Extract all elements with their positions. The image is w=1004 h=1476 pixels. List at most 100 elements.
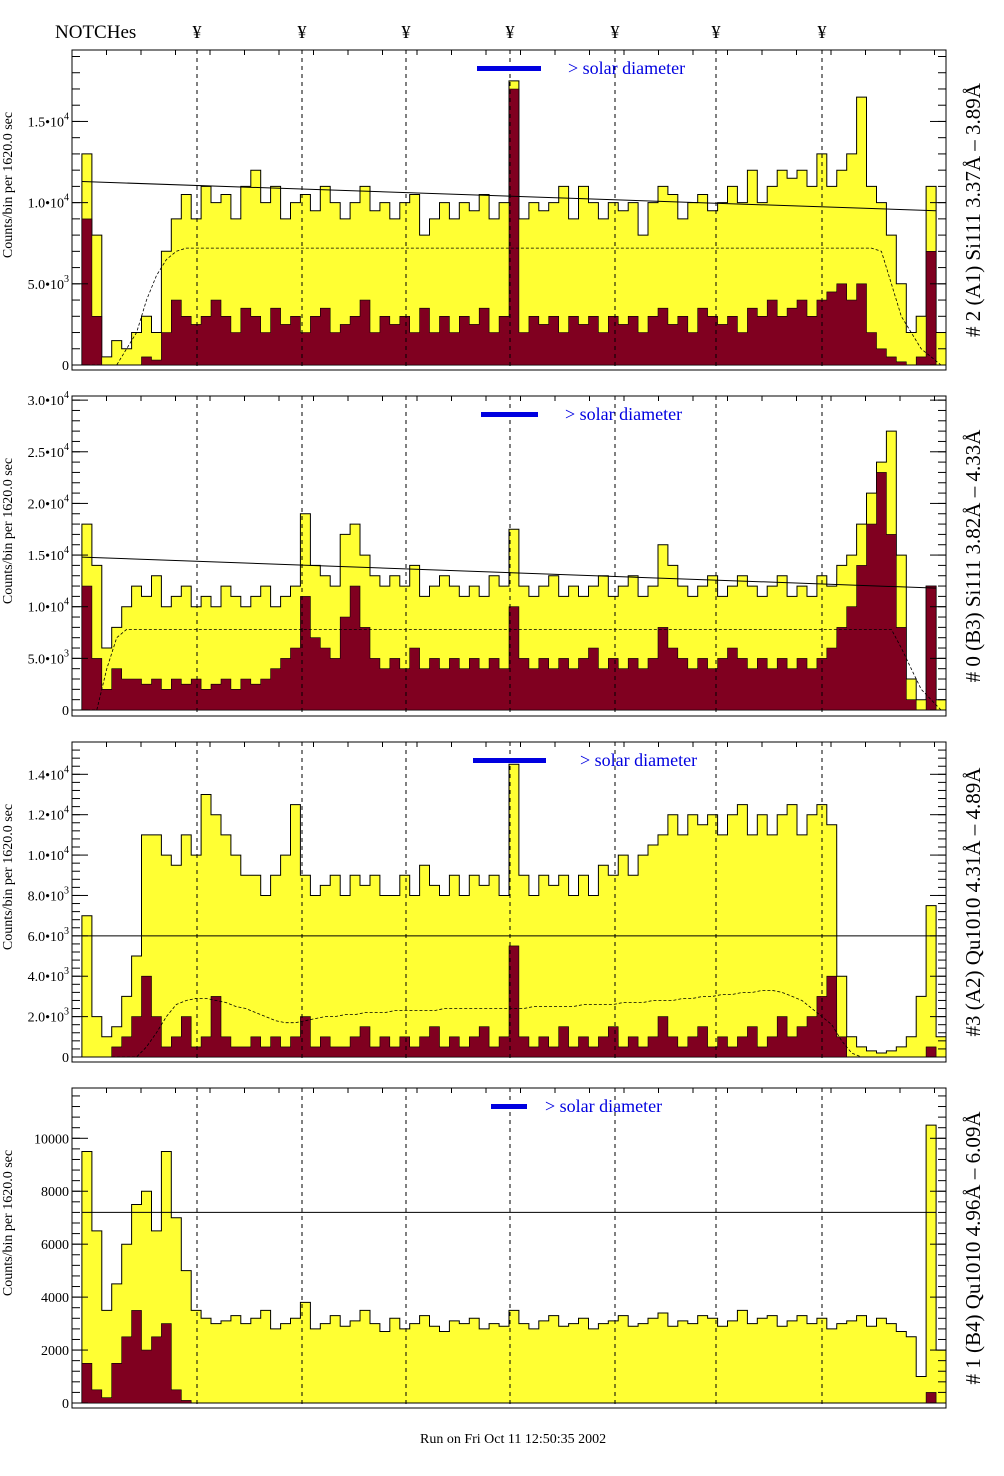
notches-label: NOTCHes [55, 22, 136, 43]
y-tick-exponent: 4 [64, 805, 69, 816]
y-tick-mantissa: 1.2•10 [28, 809, 64, 824]
y-tick-label: 1.0•104 [28, 845, 69, 864]
solar-diameter-bar [491, 1104, 527, 1109]
total-counts-histogram [72, 1124, 947, 1404]
y-tick-label: 2000 [41, 1344, 69, 1359]
y-tick-exponent: 4 [64, 193, 69, 204]
panel-title: # 2 (A1) Si111 3.37Å – 3.89Å [961, 82, 985, 337]
y-tick-mantissa: 1.4•10 [28, 768, 64, 783]
component-counts-histogram [72, 88, 946, 366]
reference-dashed-line [77, 990, 941, 1058]
solar-diameter-legend: > solar diameter [568, 58, 685, 78]
notch-marker: ¥ [506, 22, 515, 42]
y-tick-label: 4.0•103 [28, 966, 69, 985]
notch-marker: ¥ [402, 22, 411, 42]
solar-diameter-legend: > solar diameter [545, 1096, 662, 1116]
y-tick-mantissa: 1.5•10 [28, 549, 64, 564]
y-tick-mantissa: 5.0•10 [28, 278, 64, 293]
solar-diameter-bar [481, 412, 538, 417]
y-tick-mantissa: 4.0•10 [28, 970, 64, 985]
y-tick-exponent: 3 [64, 1007, 69, 1018]
y-axis-label: Counts/bin per 1620.0 sec [1, 1150, 16, 1296]
y-tick-mantissa: 5.0•10 [28, 652, 64, 667]
component-counts-histogram [72, 1310, 946, 1404]
run-timestamp: Run on Fri Oct 11 12:50:35 2002 [420, 1432, 606, 1447]
y-tick-label: 3.0•104 [28, 390, 69, 409]
y-tick-label: 1.5•104 [28, 111, 69, 130]
solar-diameter-legend: > solar diameter [565, 404, 682, 424]
y-tick-mantissa: 2.0•10 [28, 497, 64, 512]
y-tick-exponent: 4 [64, 845, 69, 856]
reference-solid-line [81, 556, 937, 589]
y-tick-label: 1.5•104 [28, 545, 69, 564]
panel-title: #3 (A2) Qu1010 4.31Å – 4.89Å [961, 767, 985, 1037]
y-axis-label: Counts/bin per 1620.0 sec [1, 112, 16, 258]
y-tick-exponent: 3 [64, 926, 69, 937]
y-tick-label: 0 [62, 1051, 69, 1066]
component-counts-histogram [72, 472, 946, 711]
y-tick-label: 0 [62, 704, 69, 719]
y-tick-label: 1.4•104 [28, 764, 69, 783]
total-counts-histogram [72, 430, 947, 711]
y-tick-exponent: 4 [64, 390, 69, 401]
y-tick-label: 0 [62, 359, 69, 374]
y-tick-mantissa: 0 [62, 1397, 69, 1412]
y-tick-label: 2.5•104 [28, 442, 69, 461]
reference-dashed-line [77, 629, 942, 711]
y-tick-label: 5.0•103 [28, 648, 69, 667]
y-tick-label: 1.0•104 [28, 597, 69, 616]
y-axis-label: Counts/bin per 1620.0 sec [1, 804, 16, 950]
y-tick-mantissa: 2.5•10 [28, 446, 64, 461]
y-tick-exponent: 3 [64, 648, 69, 659]
y-tick-mantissa: 1.0•10 [28, 849, 64, 864]
notch-marker: ¥ [298, 22, 307, 42]
y-tick-label: 2.0•104 [28, 493, 69, 512]
y-tick-mantissa: 6000 [41, 1238, 69, 1253]
y-tick-exponent: 3 [64, 966, 69, 977]
y-tick-label: 8.0•103 [28, 885, 69, 904]
notch-marker: ¥ [712, 22, 721, 42]
y-tick-exponent: 4 [64, 493, 69, 504]
solar-diameter-bar [477, 66, 541, 71]
y-tick-label: 8000 [41, 1185, 69, 1200]
notch-marker: ¥ [611, 22, 620, 42]
notch-marker: ¥ [193, 22, 202, 42]
panel-title: # 0 (B3) Si111 3.82Å – 4.33Å [961, 429, 985, 683]
y-tick-mantissa: 6.0•10 [28, 930, 64, 945]
y-tick-mantissa: 0 [62, 359, 69, 374]
y-tick-mantissa: 8000 [41, 1185, 69, 1200]
y-tick-label: 5.0•103 [28, 274, 69, 293]
y-tick-mantissa: 2000 [41, 1344, 69, 1359]
y-tick-mantissa: 2.0•10 [28, 1011, 64, 1026]
component-counts-histogram [72, 945, 946, 1058]
y-tick-label: 6000 [41, 1238, 69, 1253]
y-tick-mantissa: 1.5•10 [28, 115, 64, 130]
reference-solid-line [81, 181, 937, 212]
y-tick-exponent: 3 [64, 885, 69, 896]
y-tick-exponent: 4 [64, 545, 69, 556]
y-tick-mantissa: 8.0•10 [28, 889, 64, 904]
histogram-panel: 02.0•1034.0•1036.0•1038.0•1031.0•1041.2•… [1, 741, 985, 1066]
y-tick-mantissa: 1.0•10 [28, 197, 64, 212]
y-axis-label: Counts/bin per 1620.0 sec [1, 458, 16, 604]
y-tick-exponent: 3 [64, 274, 69, 285]
y-tick-mantissa: 0 [62, 1051, 69, 1066]
y-tick-exponent: 4 [64, 597, 69, 608]
y-tick-mantissa: 0 [62, 704, 69, 719]
y-tick-exponent: 4 [64, 764, 69, 775]
y-tick-label: 6.0•103 [28, 926, 69, 945]
y-tick-label: 1.2•104 [28, 805, 69, 824]
y-tick-label: 1.0•104 [28, 193, 69, 212]
histogram-panel: 05.0•1031.0•1041.5•1042.0•1042.5•1043.0•… [1, 390, 985, 719]
reference-dashed-line [77, 247, 942, 366]
y-tick-exponent: 4 [64, 442, 69, 453]
y-tick-mantissa: 10000 [34, 1132, 69, 1147]
notch-marker: ¥ [818, 22, 827, 42]
total-counts-histogram [72, 763, 947, 1058]
y-tick-mantissa: 1.0•10 [28, 601, 64, 616]
y-tick-label: 0 [62, 1397, 69, 1412]
y-tick-mantissa: 3.0•10 [28, 394, 64, 409]
solar-diameter-legend: > solar diameter [580, 750, 697, 770]
